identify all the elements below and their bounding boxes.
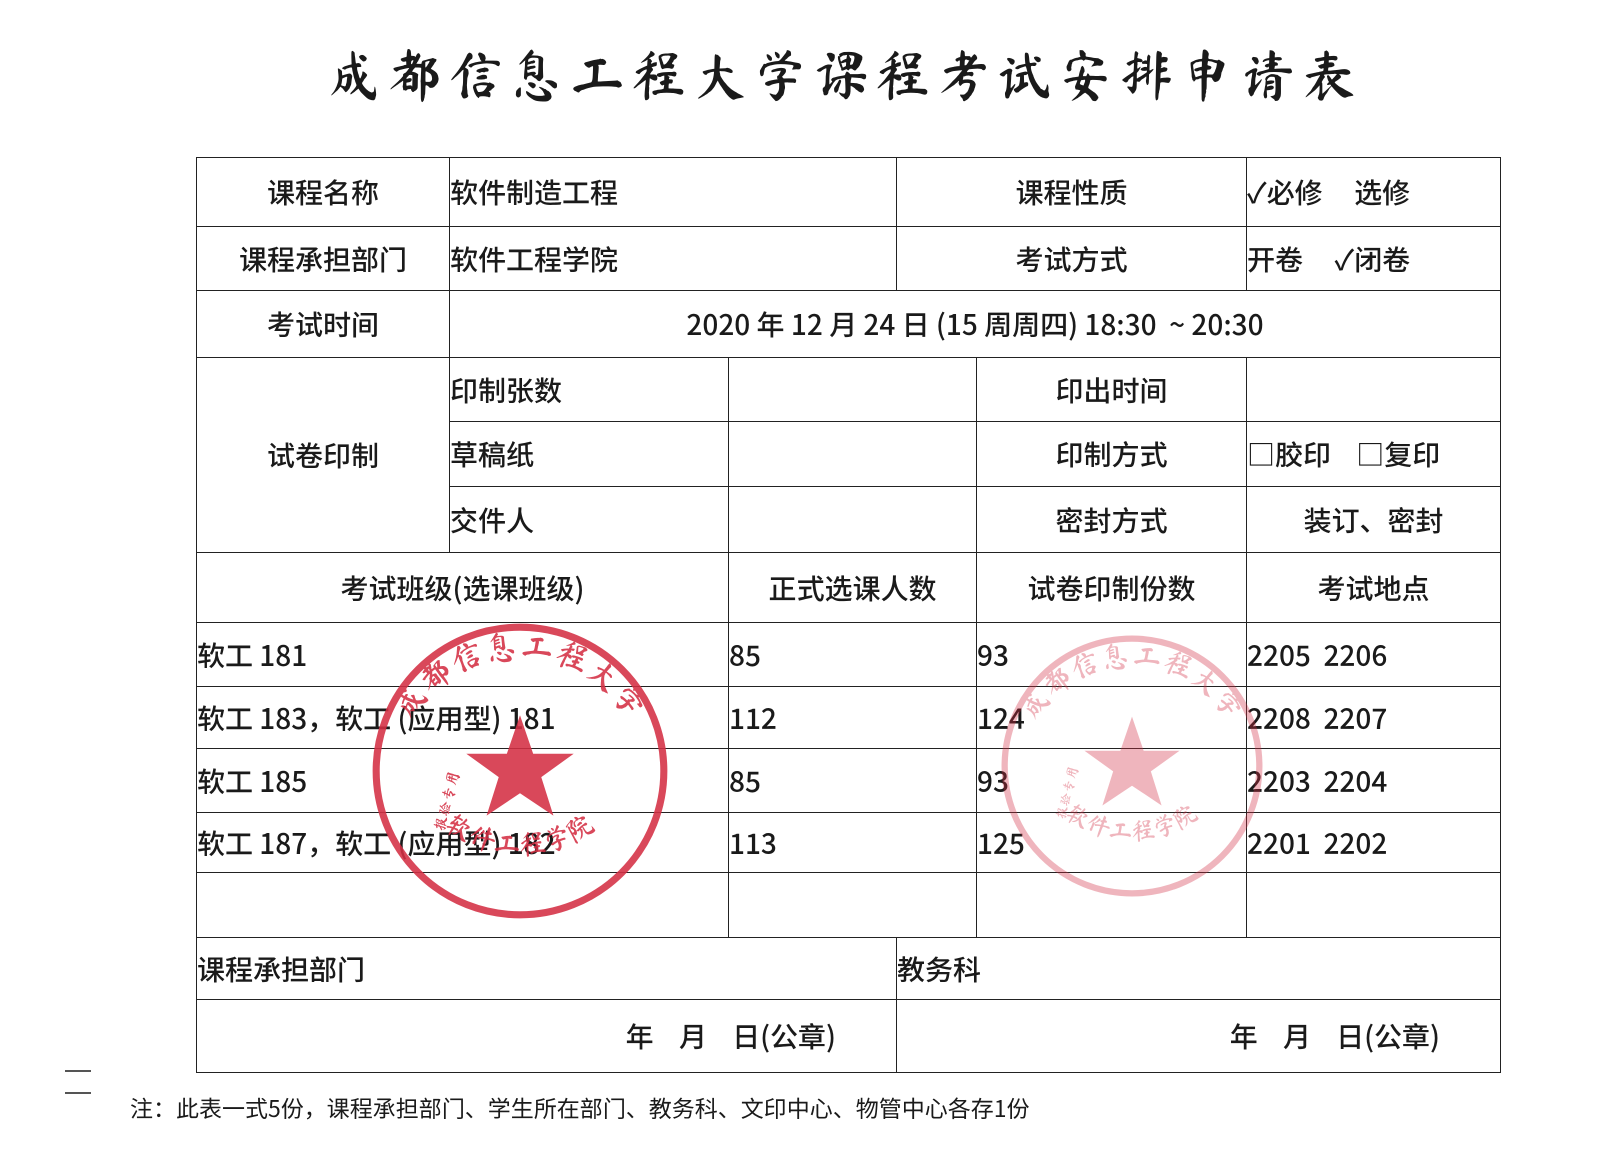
svg-text:软件工程学院: 软件工程学院 — [1062, 799, 1201, 843]
svg-text:软件工程学院: 软件工程学院 — [441, 809, 599, 858]
svg-text:成都信息工程大学: 成都信息工程大学 — [1014, 641, 1249, 725]
svg-text:成都信息工程大学: 成都信息工程大学 — [386, 628, 655, 724]
